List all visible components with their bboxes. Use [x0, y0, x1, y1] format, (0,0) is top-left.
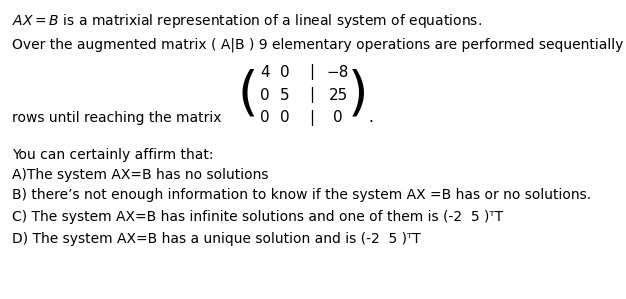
Text: 25: 25: [329, 88, 347, 103]
Text: |: |: [309, 110, 314, 126]
Text: |: |: [309, 87, 314, 103]
Text: .: .: [368, 111, 373, 126]
Text: |: |: [309, 64, 314, 80]
Text: Over the augmented matrix ( A|B ) 9 elementary operations are performed sequenti: Over the augmented matrix ( A|B ) 9 elem…: [12, 38, 626, 53]
Text: B) there’s not enough information to know if the system AX =B has or no solution: B) there’s not enough information to kno…: [12, 188, 591, 202]
Text: $AX = B$ is a matrixial representation of a lineal system of equations.: $AX = B$ is a matrixial representation o…: [12, 12, 482, 30]
Text: 0: 0: [260, 111, 270, 126]
Text: ): ): [348, 69, 368, 121]
Text: D) The system AX=B has a unique solution and is (-2  5 )ᵀT: D) The system AX=B has a unique solution…: [12, 232, 421, 246]
Text: (: (: [238, 69, 259, 121]
Text: C) The system AX=B has infinite solutions and one of them is (-2  5 )ᵀT: C) The system AX=B has infinite solution…: [12, 210, 503, 224]
Text: You can certainly affirm that:: You can certainly affirm that:: [12, 148, 213, 162]
Text: −8: −8: [327, 65, 349, 80]
Text: 4: 4: [260, 65, 270, 80]
Text: 0: 0: [333, 111, 343, 126]
Text: A)The system AX=B has no solutions: A)The system AX=B has no solutions: [12, 168, 269, 182]
Text: 5: 5: [280, 88, 290, 103]
Text: rows until reaching the matrix: rows until reaching the matrix: [12, 111, 222, 125]
Text: 0: 0: [280, 65, 290, 80]
Text: 0: 0: [280, 111, 290, 126]
Text: 0: 0: [260, 88, 270, 103]
